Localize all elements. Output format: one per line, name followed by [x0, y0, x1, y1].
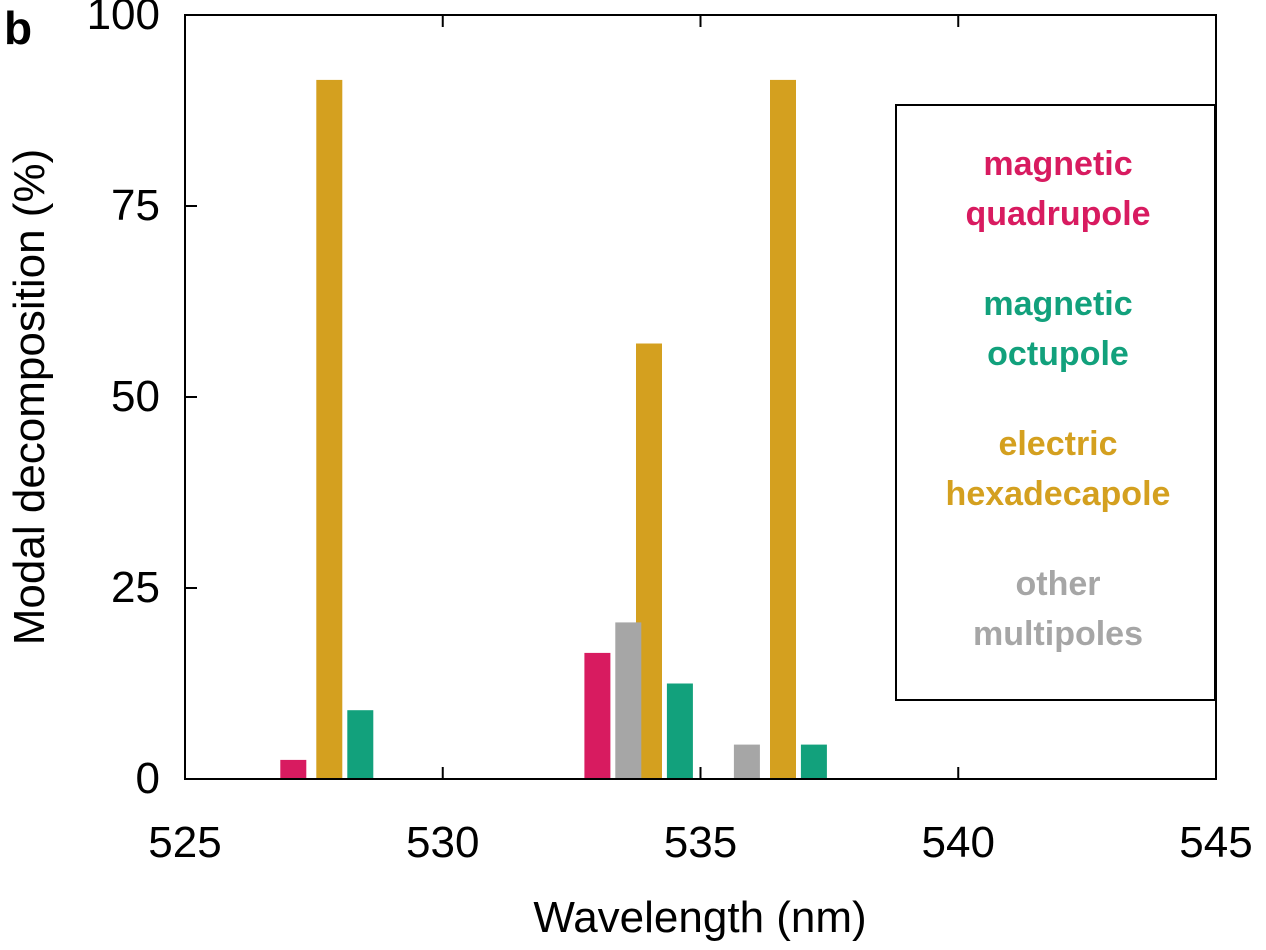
legend-box [895, 104, 1216, 701]
x-tick-label: 525 [148, 818, 221, 867]
x-axis-title: Wavelength (nm) [533, 893, 866, 942]
legend-entry-mo: magnetic [983, 285, 1132, 323]
legend-entry-mo: octupole [987, 335, 1129, 373]
x-axis: 525 530 535 540 545 [148, 15, 1253, 867]
x-tick-label: 545 [1179, 818, 1252, 867]
bar-other-2 [733, 744, 760, 779]
legend-entry-other: other [1016, 565, 1101, 603]
x-tick-label: 530 [406, 818, 479, 867]
bar-mo-2 [666, 683, 693, 779]
bar-eh-3 [770, 79, 796, 779]
bar-eh-1 [316, 79, 343, 779]
legend-entry-eh: hexadecapole [946, 475, 1171, 513]
y-axis: 0 25 50 75 100 [87, 0, 1216, 803]
y-tick-label: 100 [87, 0, 160, 39]
y-tick-label: 25 [111, 563, 160, 612]
y-tick-label: 75 [111, 181, 160, 230]
legend-entry-eh: electric [998, 425, 1117, 463]
bar-other-1 [615, 622, 642, 779]
y-tick-label: 0 [136, 754, 160, 803]
legend-entry-other: multipoles [973, 615, 1143, 653]
x-tick-label: 540 [922, 818, 995, 867]
legend: magnetic quadrupole magnetic octupole electr… [895, 104, 1216, 701]
legend-entry-mq: magnetic [983, 145, 1132, 183]
panel-label: b [4, 2, 32, 54]
bar-mq-1 [280, 759, 307, 779]
bar-mq-2 [584, 652, 611, 779]
bar-mo-3 [800, 744, 827, 779]
bar-mo-1 [347, 710, 374, 779]
legend-entry-mq: quadrupole [965, 195, 1150, 233]
y-axis-title: Modal decomposition (%) [5, 149, 54, 645]
y-tick-label: 50 [111, 372, 160, 421]
x-tick-label: 535 [664, 818, 737, 867]
bars-group [280, 79, 827, 779]
